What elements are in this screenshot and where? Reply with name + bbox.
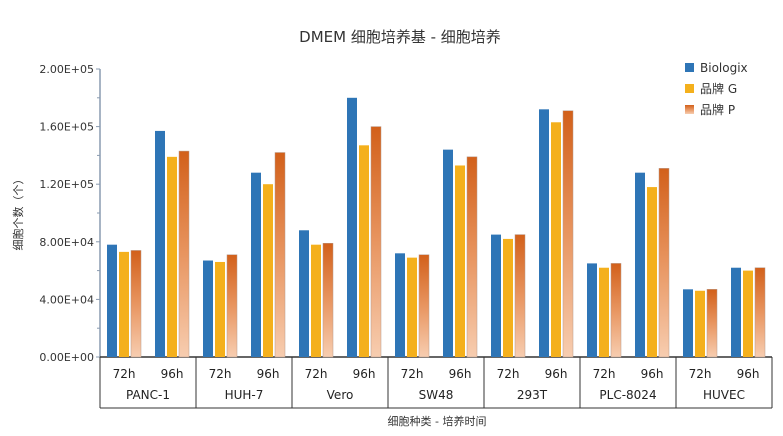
bar-品牌-G bbox=[695, 290, 705, 357]
subcategory-label: 96h bbox=[161, 367, 184, 381]
bar-品牌-P bbox=[562, 110, 574, 358]
y-tick-label: 2.00E+05 bbox=[39, 63, 94, 76]
bar-Biologix bbox=[491, 234, 501, 357]
group-label: HUH-7 bbox=[225, 388, 264, 402]
bar-品牌-G bbox=[311, 244, 321, 357]
bar-品牌-G bbox=[215, 261, 225, 357]
y-tick-label: 1.60E+05 bbox=[39, 121, 94, 134]
subcategory-label: 96h bbox=[641, 367, 664, 381]
bar-Biologix bbox=[731, 267, 741, 357]
bar-品牌-P bbox=[226, 254, 238, 358]
group-label: SW48 bbox=[419, 388, 454, 402]
bar-品牌-P bbox=[514, 234, 526, 358]
bar-品牌-G bbox=[359, 145, 369, 357]
legend-swatch bbox=[685, 63, 694, 72]
x-axis-label: 细胞种类 - 培养时间 bbox=[388, 414, 487, 428]
group-label: PLC-8024 bbox=[599, 388, 656, 402]
bar-品牌-P bbox=[130, 250, 142, 358]
bar-品牌-P bbox=[178, 150, 190, 358]
subcategory-label: 72h bbox=[209, 367, 232, 381]
bar-Biologix bbox=[203, 260, 213, 357]
bar-Biologix bbox=[443, 149, 453, 357]
bar-品牌-P bbox=[322, 242, 334, 358]
bar-品牌-G bbox=[599, 267, 609, 357]
bar-品牌-P bbox=[610, 263, 622, 358]
bar-Biologix bbox=[395, 253, 405, 357]
bar-Biologix bbox=[587, 263, 597, 357]
bar-Biologix bbox=[347, 97, 357, 358]
bar-品牌-P bbox=[274, 152, 286, 358]
chart-title: DMEM 细胞培养基 - 细胞培养 bbox=[299, 28, 501, 46]
bar-品牌-G bbox=[743, 270, 753, 357]
y-tick-label: 4.00E+04 bbox=[39, 293, 94, 306]
subcategory-label: 96h bbox=[449, 367, 472, 381]
bar-Biologix bbox=[539, 109, 549, 357]
group-label: 293T bbox=[517, 388, 548, 402]
bar-品牌-P bbox=[706, 289, 718, 358]
legend-label: Biologix bbox=[700, 61, 748, 75]
legend-swatch bbox=[685, 105, 694, 114]
y-axis-label: 细胞个数（个） bbox=[12, 174, 25, 251]
bar-品牌-G bbox=[455, 165, 465, 357]
legend-label: 品牌 G bbox=[700, 82, 737, 96]
bar-品牌-G bbox=[647, 187, 657, 357]
bar-Biologix bbox=[155, 130, 165, 357]
bar-品牌-G bbox=[263, 184, 273, 357]
legend-swatch bbox=[685, 84, 694, 93]
subcategory-label: 72h bbox=[593, 367, 616, 381]
group-label: Vero bbox=[327, 388, 354, 402]
bar-Biologix bbox=[251, 172, 261, 357]
y-tick-label: 0.00E+00 bbox=[39, 351, 94, 364]
bar-Biologix bbox=[299, 230, 309, 357]
y-tick-label: 8.00E+04 bbox=[39, 236, 94, 249]
subcategory-label: 96h bbox=[737, 367, 760, 381]
subcategory-label: 72h bbox=[401, 367, 424, 381]
group-label: HUVEC bbox=[703, 388, 745, 402]
bar-品牌-G bbox=[503, 238, 513, 357]
y-tick-label: 1.20E+05 bbox=[39, 178, 94, 191]
subcategory-label: 72h bbox=[689, 367, 712, 381]
bar-品牌-P bbox=[370, 126, 382, 358]
bar-Biologix bbox=[683, 289, 693, 357]
bar-品牌-G bbox=[407, 257, 417, 357]
subcategory-label: 72h bbox=[305, 367, 328, 381]
bar-品牌-P bbox=[466, 156, 478, 358]
subcategory-label: 96h bbox=[257, 367, 280, 381]
subcategory-label: 96h bbox=[353, 367, 376, 381]
bar-品牌-P bbox=[754, 267, 766, 358]
subcategory-label: 72h bbox=[113, 367, 136, 381]
bar-品牌-G bbox=[119, 251, 129, 357]
group-label: PANC-1 bbox=[126, 388, 170, 402]
subcategory-label: 72h bbox=[497, 367, 520, 381]
legend-label: 品牌 P bbox=[700, 103, 735, 117]
bar-品牌-P bbox=[418, 254, 430, 358]
bar-品牌-G bbox=[167, 156, 177, 357]
bar-Biologix bbox=[107, 244, 117, 357]
bar-品牌-G bbox=[551, 122, 561, 357]
subcategory-label: 96h bbox=[545, 367, 568, 381]
bar-Biologix bbox=[635, 172, 645, 357]
bar-品牌-P bbox=[658, 168, 670, 358]
